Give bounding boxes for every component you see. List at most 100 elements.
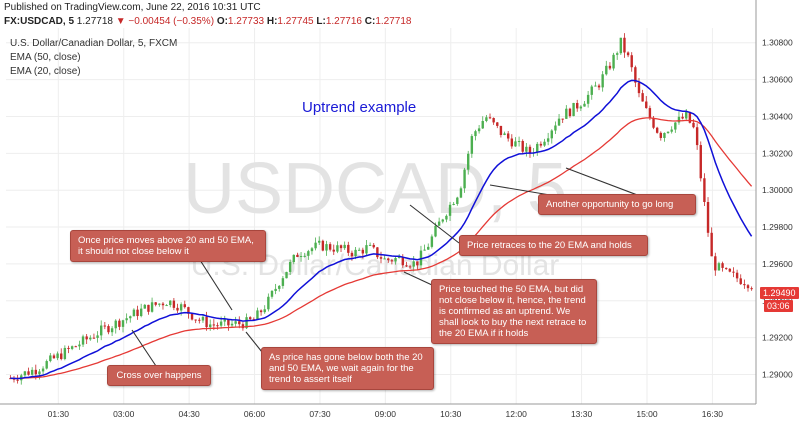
candle-body [467, 153, 470, 170]
last-price: 1.27718 [76, 16, 113, 27]
candle-body [536, 143, 539, 153]
candle-body [292, 254, 295, 263]
axes: 1.290001.292001.294001.296001.298001.300… [0, 0, 793, 419]
candle-body [397, 256, 401, 259]
candle-body [634, 67, 637, 83]
candle-body [263, 309, 266, 313]
candle-body [641, 93, 644, 102]
candle-body [339, 245, 343, 249]
candle-body [198, 319, 201, 321]
candle-body [387, 258, 390, 261]
candle-body [590, 86, 593, 95]
candle-body [252, 319, 256, 321]
candle-body [423, 249, 426, 251]
candle-body [710, 232, 713, 257]
candle-body [321, 240, 325, 251]
candle-body [463, 169, 466, 189]
candle-body [732, 271, 735, 273]
candle-body [743, 284, 746, 286]
candle-body [150, 302, 154, 312]
candles [9, 33, 753, 385]
candle-body [49, 355, 52, 362]
leader-line [131, 329, 157, 367]
candle-body [23, 371, 27, 376]
candle-body [521, 141, 524, 152]
annotation-another-opportunity: Another opportunity to go long [538, 194, 696, 215]
y-tick-label: 1.30600 [762, 75, 793, 85]
candle-body [594, 85, 597, 87]
candle-body [492, 117, 495, 123]
candle-body [576, 102, 579, 109]
candle-body [179, 304, 183, 311]
candle-body [350, 252, 354, 257]
candle-body [626, 52, 630, 56]
candle-body [209, 324, 212, 328]
candle-body [488, 117, 492, 119]
candle-body [190, 313, 194, 320]
candle-body [74, 346, 77, 348]
candle-body [459, 188, 463, 198]
candle-body [408, 266, 412, 268]
annotation-leaders [131, 167, 641, 367]
candle-body [325, 244, 328, 251]
candle-body [281, 278, 285, 286]
high-value: 1.27745 [277, 16, 314, 27]
candle-body [728, 268, 732, 272]
candle-body [725, 267, 728, 269]
candle-body [394, 258, 397, 262]
candle-body [525, 146, 528, 152]
candle-body [45, 361, 48, 369]
high-label: H: [266, 16, 278, 27]
candle-body [299, 256, 303, 258]
candle-body [485, 117, 488, 122]
candle-body [637, 82, 641, 94]
candle-body [270, 290, 274, 297]
candle-body [267, 296, 270, 310]
candle-body [735, 272, 739, 279]
last-price-tag: 1.29490 [760, 287, 799, 299]
candle-body [96, 335, 99, 338]
candle-body [605, 65, 608, 75]
candle-body [274, 288, 277, 291]
x-tick-label: 16:30 [702, 409, 724, 419]
candle-body [103, 325, 107, 327]
candle-body [481, 121, 484, 129]
candle-body [597, 85, 601, 88]
candle-body [343, 244, 346, 249]
leader-line [565, 167, 641, 197]
x-tick-label: 10:30 [440, 409, 462, 419]
y-tick-label: 1.30800 [762, 38, 793, 48]
published-line: Published on TradingView.com, June 22, 2… [4, 2, 261, 13]
x-tick-label: 04:30 [178, 409, 200, 419]
candle-body [114, 320, 117, 329]
candle-body [670, 129, 673, 132]
candle-body [615, 53, 619, 55]
candle-body [245, 317, 248, 329]
candle-body [92, 337, 96, 339]
candle-body [38, 371, 41, 375]
legend-ema20: EMA (20, close) [10, 66, 81, 77]
candle-body [238, 321, 241, 325]
candle-body [307, 251, 310, 256]
candle-body [288, 262, 292, 272]
candle-body [583, 103, 586, 107]
y-tick-label: 1.30200 [762, 148, 793, 158]
candle-body [223, 319, 226, 322]
candle-body [110, 328, 114, 333]
candle-body [717, 263, 721, 271]
candle-body [165, 305, 168, 307]
low-value: 1.27716 [325, 16, 362, 27]
candle-body [332, 249, 335, 252]
candle-body [60, 353, 63, 360]
candle-body [601, 74, 604, 88]
candle-body [328, 244, 332, 250]
candle-body [30, 369, 34, 375]
candle-body [437, 221, 441, 226]
candle-body [441, 219, 444, 222]
annotation-retraces-20: Price retraces to the 20 EMA and holds [459, 235, 648, 256]
watermark-symbol: USDCAD, 5 [183, 149, 567, 229]
candle-body [706, 202, 710, 233]
candle-body [81, 336, 85, 345]
candle-body [372, 244, 375, 248]
candle-body [161, 303, 165, 306]
